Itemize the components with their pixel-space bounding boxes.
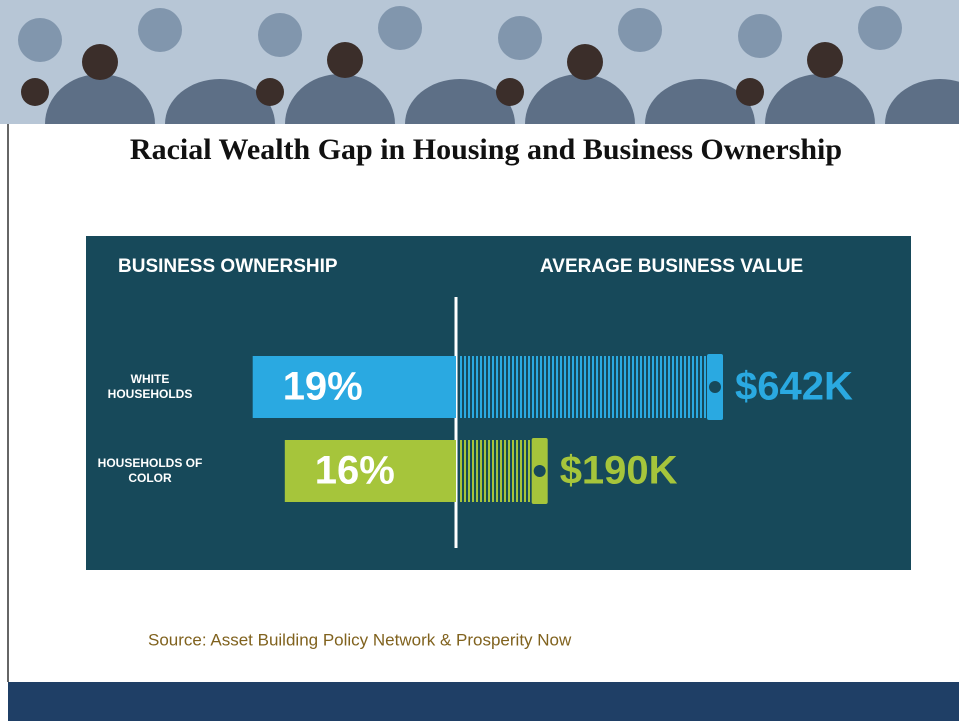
value-label: $190K [560,449,678,493]
title: Racial Wealth Gap in Housing and Busines… [130,133,842,166]
category-label: WHITE HOUSEHOLDS [107,372,193,401]
bar [252,356,456,418]
source: Source: Asset Building Policy Network & … [148,630,572,649]
series-header: AVERAGE BUSINESS VALUE [540,256,803,277]
bar [284,440,456,502]
series-header: BUSINESS OWNERSHIP [118,256,338,277]
value-label: $642K [735,365,853,409]
money-icon-dot [533,465,546,477]
category-label: HOUSEHOLDS OF COLOR [97,456,203,485]
footer-bar [8,682,959,721]
bar [458,440,532,502]
value-label: 19% [283,365,363,409]
money-icon-dot [709,381,721,393]
bar [458,356,707,418]
value-label: 16% [315,449,395,493]
